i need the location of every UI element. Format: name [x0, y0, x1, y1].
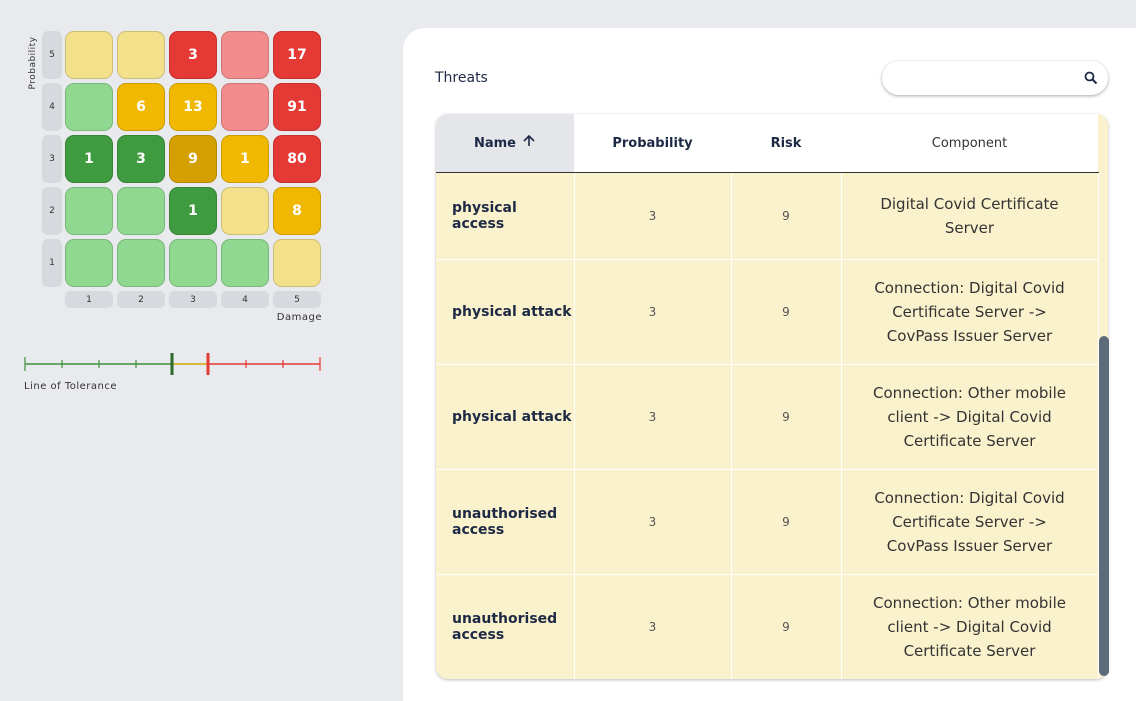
table-row[interactable]: unauthorised access 3 9 Connection: Other m…	[436, 574, 1099, 679]
sort-icon[interactable]	[522, 134, 536, 147]
matrix-cell[interactable]: 8	[273, 187, 321, 235]
table-cell: unauthorised access	[436, 469, 575, 575]
matrix-cell[interactable]	[117, 187, 165, 235]
tolerance-line	[24, 353, 321, 375]
matrix-cell[interactable]: 9	[169, 135, 217, 183]
header-text: Risk	[770, 135, 802, 151]
row-label: 5	[42, 31, 62, 79]
table-cell: 9	[731, 259, 842, 365]
matrix-cell[interactable]	[65, 187, 113, 235]
table-row[interactable]: physical access 3 9 Digital Covid Certifica…	[436, 172, 1099, 260]
y-axis-label: Probability	[28, 36, 38, 90]
table-cell: Connection: Other mobile client -> Digit…	[841, 574, 1099, 679]
matrix-cell[interactable]	[65, 239, 113, 287]
matrix-cell[interactable]	[117, 31, 165, 79]
table-cell: physical attack	[436, 364, 575, 470]
matrix-cell[interactable]: 80	[273, 135, 321, 183]
table-cell: 3	[574, 574, 732, 679]
matrix-cell[interactable]: 1	[221, 135, 269, 183]
header-text: Probability	[612, 135, 693, 151]
matrix-cell[interactable]: 1	[65, 135, 113, 183]
column-header[interactable]: Risk	[731, 114, 841, 173]
table-cell: physical access	[436, 172, 575, 260]
table-cell: unauthorised access	[436, 574, 575, 679]
table-cell: 9	[731, 364, 842, 470]
scrollbar[interactable]	[1099, 336, 1109, 676]
table-cell: Digital Covid Certificate Server	[841, 172, 1099, 260]
column-header[interactable]: Component	[841, 114, 1098, 173]
matrix-cell[interactable]	[65, 83, 113, 131]
matrix-cell[interactable]	[221, 83, 269, 131]
table-cell: 3	[574, 259, 732, 365]
matrix-cell[interactable]	[65, 31, 113, 79]
table-cell: 9	[731, 172, 842, 260]
column-label: 5	[273, 291, 321, 308]
matrix-cell[interactable]	[221, 31, 269, 79]
matrix-cell[interactable]: 6	[117, 83, 165, 131]
table-row[interactable]: unauthorised access 3 9 Connection: Digital…	[436, 469, 1099, 575]
table-cell: Connection: Digital Covid Certificate Se…	[841, 469, 1099, 575]
matrix-cell[interactable]	[221, 187, 269, 235]
header-text: Name	[473, 136, 516, 151]
table-row[interactable]: physical attack 3 9 Connection: Other mobil…	[436, 364, 1099, 470]
table-cell: physical attack	[436, 259, 575, 365]
column-label: 3	[169, 291, 217, 308]
table-cell: 9	[731, 469, 842, 575]
table-cell: 3	[574, 469, 732, 575]
matrix-cell[interactable]: 3	[169, 31, 217, 79]
column-header[interactable]: Probability	[574, 114, 731, 173]
matrix-cell[interactable]	[117, 239, 165, 287]
search-icon[interactable]	[1084, 71, 1098, 85]
table-cell: 9	[731, 574, 842, 679]
matrix-cell[interactable]: 17	[273, 31, 321, 79]
matrix-cell[interactable]: 91	[273, 83, 321, 131]
row-label: 1	[42, 239, 62, 287]
table-cell: 3	[574, 364, 732, 470]
search-box[interactable]	[882, 61, 1108, 95]
table-cell: 3	[574, 172, 732, 260]
row-label: 2	[42, 187, 62, 235]
column-label: 1	[65, 291, 113, 308]
header-text: Component	[931, 135, 1008, 151]
column-label: 4	[221, 291, 269, 308]
column-label: 2	[117, 291, 165, 308]
matrix-cell[interactable]	[221, 239, 269, 287]
row-label: 3	[42, 135, 62, 183]
x-axis-label: Damage	[276, 312, 322, 323]
threats-title: Threats	[435, 70, 488, 86]
table-cell: Connection: Digital Covid Certificate Se…	[841, 259, 1099, 365]
matrix-cell[interactable]: 3	[117, 135, 165, 183]
table: Name Probability Risk Component physical ac…	[436, 114, 1099, 679]
table-row[interactable]: physical attack 3 9 Connection: Digital Cov…	[436, 259, 1099, 365]
tolerance-label: Line of Tolerance	[24, 381, 118, 392]
row-label: 4	[42, 83, 62, 131]
matrix-cell[interactable]: 13	[169, 83, 217, 131]
matrix-cell[interactable]	[169, 239, 217, 287]
column-header[interactable]: Name	[436, 114, 574, 173]
matrix-cell[interactable]: 1	[169, 187, 217, 235]
threats-table: Name Probability Risk Component physical ac…	[436, 114, 1108, 679]
matrix-cell[interactable]	[273, 239, 321, 287]
table-cell: Connection: Other mobile client -> Digit…	[841, 364, 1099, 470]
